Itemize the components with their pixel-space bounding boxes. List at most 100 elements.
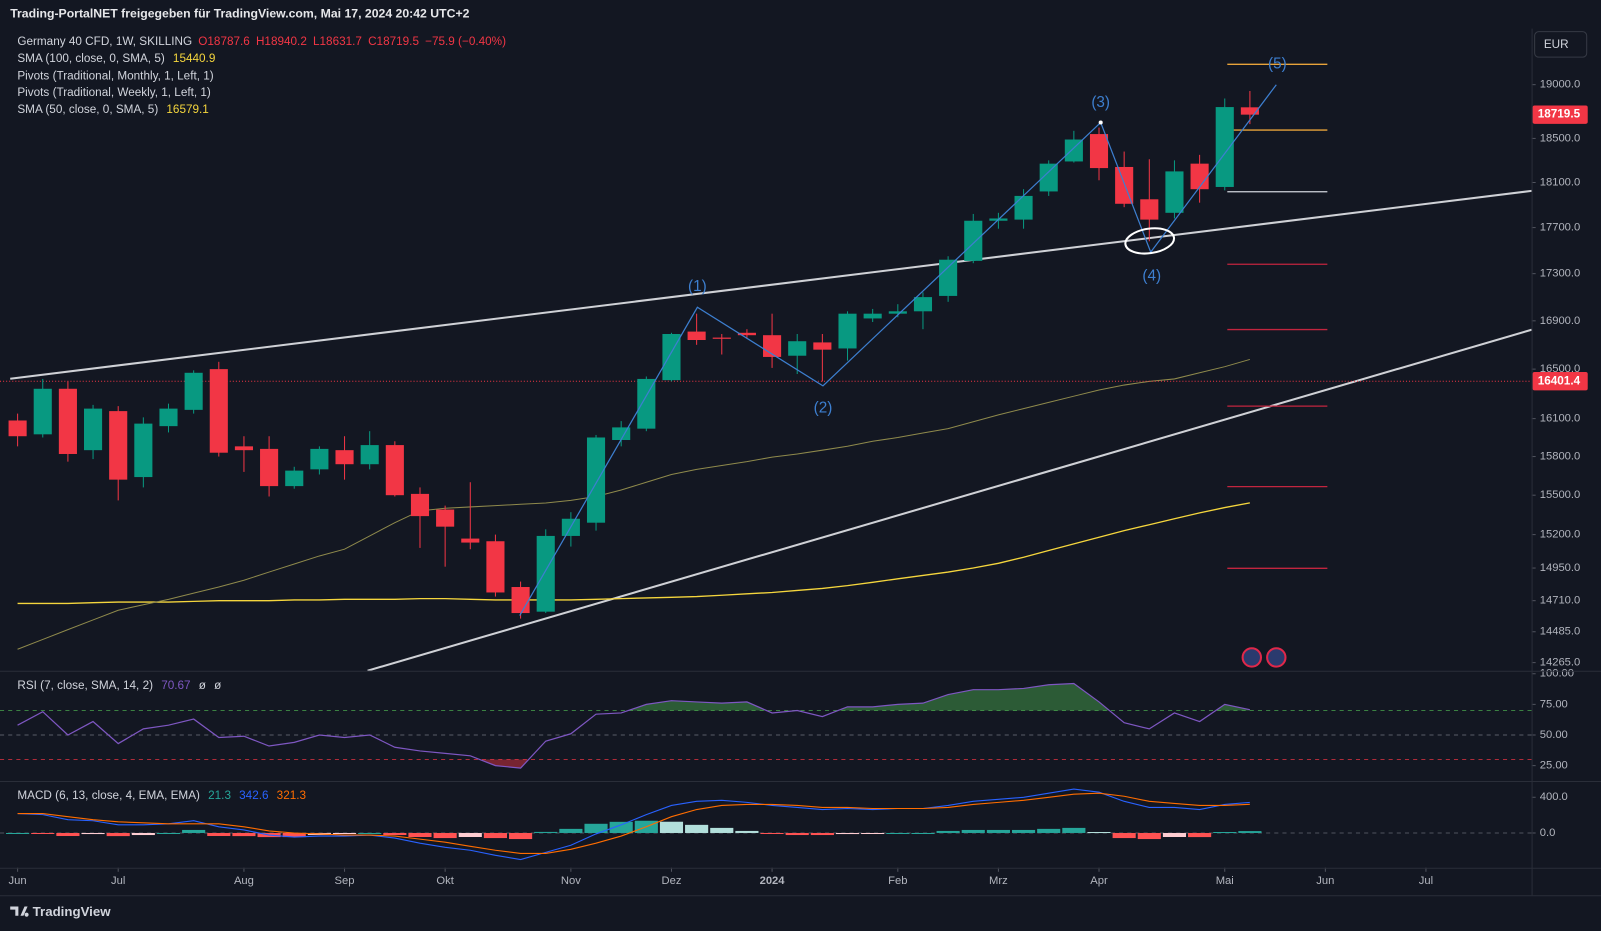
x-tick-label: Feb <box>888 875 907 887</box>
candle-body <box>737 332 756 336</box>
macd-histogram-bar <box>358 832 382 835</box>
candle-body <box>536 535 555 612</box>
indicator-name: RSI (7, close, SMA, 14, 2) <box>17 679 153 692</box>
x-tick-label: Sep <box>335 875 355 887</box>
y-tick-label: 25.00 <box>1540 760 1568 772</box>
trend-line-upper <box>10 189 1532 380</box>
candle-body <box>83 408 103 451</box>
indicator-value: 321.3 <box>277 789 307 802</box>
candle-body <box>335 450 354 465</box>
candle-body <box>1014 195 1033 220</box>
highlight-ellipse <box>1124 227 1176 255</box>
wave-label: (5) <box>1268 55 1287 72</box>
legend-sma100: SMA (100, close, 0, SMA, 5) 15440.9 <box>17 52 215 65</box>
event-icon[interactable] <box>1266 647 1287 668</box>
currency-label: EUR <box>1544 38 1569 51</box>
candle-body <box>310 448 329 470</box>
wave-path <box>519 84 1277 616</box>
macd-histogram-bar <box>584 823 608 833</box>
legend-pivots: Pivots (Traditional, Monthly, 1, Left, 1… <box>17 70 213 83</box>
candle-body <box>385 445 404 496</box>
ohlc-value: H18940.2 <box>256 35 307 48</box>
candle-body <box>1039 163 1058 192</box>
candle-body <box>109 411 128 480</box>
wave-label: (3) <box>1091 94 1110 111</box>
price-label: 16401.4 <box>1538 374 1581 387</box>
candle-body <box>486 541 505 593</box>
macd-histogram-bar <box>332 832 357 835</box>
y-tick-label: 19000.0 <box>1540 79 1581 91</box>
macd-histogram-bar <box>1062 827 1086 833</box>
macd-histogram-bar <box>911 832 935 835</box>
candle-body <box>134 423 153 478</box>
macd-histogram-bar <box>509 832 533 840</box>
macd-histogram-bar <box>1087 832 1111 834</box>
indicator-name: MACD (6, 13, close, 4, EMA, EMA) <box>17 789 200 802</box>
x-tick-label: Dez <box>661 875 681 887</box>
candle-body <box>234 446 253 451</box>
y-tick-label: 0.0 <box>1540 827 1556 839</box>
y-tick-label: 17700.0 <box>1540 222 1581 234</box>
legend-main: Germany 40 CFD, 1W, SKILLING O18787.6 H189… <box>17 35 506 48</box>
x-tick-label: 2024 <box>760 875 786 887</box>
legend-rsi: RSI (7, close, SMA, 14, 2) 70.67 ø ø <box>17 679 221 692</box>
x-tick-label: Jun <box>9 875 27 887</box>
candle-body <box>184 372 203 410</box>
price-label-box <box>1532 105 1588 124</box>
candle-body <box>58 388 77 454</box>
x-tick-label: Okt <box>436 875 454 887</box>
y-tick-label: 14485.0 <box>1540 626 1581 638</box>
macd-histogram-bar <box>559 828 583 833</box>
macd-histogram-bar <box>735 830 759 833</box>
ohlc-value: C18719.5 <box>368 35 419 48</box>
macd-histogram-bar <box>483 832 508 839</box>
candle-body <box>637 378 656 429</box>
x-tick-label: Mai <box>1216 875 1234 887</box>
indicator-name: SMA (50, close, 0, SMA, 5) <box>17 103 158 116</box>
candle-body <box>33 388 52 435</box>
indicator-value: 21.3 <box>208 789 231 802</box>
wave-label: (4) <box>1142 268 1161 285</box>
macd-histogram-bar <box>760 832 784 835</box>
indicator-value: 15440.9 <box>173 52 215 65</box>
y-tick-label: 100.00 <box>1540 668 1574 680</box>
macd-line <box>17 788 1250 861</box>
candle-body <box>209 369 228 453</box>
macd-histogram-bar <box>182 829 206 833</box>
macd-histogram-bar <box>433 832 457 839</box>
y-tick-label: 17300.0 <box>1540 268 1581 280</box>
macd-histogram-bar <box>609 821 633 833</box>
currency-button[interactable] <box>1534 31 1588 58</box>
sma-line <box>17 358 1251 650</box>
x-tick-label: Apr <box>1090 875 1108 887</box>
legend-pivots: Pivots (Traditional, Weekly, 1, Left, 1) <box>17 86 211 99</box>
macd-histogram-bar <box>710 827 734 833</box>
x-tick-label: Jul <box>1419 875 1433 887</box>
event-icon[interactable] <box>1241 647 1263 668</box>
macd-histogram-bar <box>81 832 105 835</box>
macd-histogram-bar <box>207 832 231 837</box>
legend-sma50: SMA (50, close, 0, SMA, 5) 16579.1 <box>17 103 208 116</box>
candle-body <box>939 259 958 296</box>
macd-histogram-bar <box>1162 832 1187 837</box>
macd-histogram-bar <box>861 832 885 835</box>
candle-body <box>260 448 279 487</box>
ohlc-value: L18631.7 <box>313 35 362 48</box>
candle-body <box>360 445 379 465</box>
overlay: (1) (2) (3) (4) (5) <box>519 55 1287 668</box>
macd-histogram-bar <box>156 832 181 835</box>
price-label-box <box>1532 372 1588 391</box>
candle-body <box>1064 139 1083 162</box>
macd-histogram-bar <box>232 832 256 837</box>
macd-histogram-bar <box>534 831 558 833</box>
candle-body <box>285 470 304 487</box>
trend-line-lower <box>367 328 1532 671</box>
y-tick-label: 400.0 <box>1540 791 1568 803</box>
y-tick-label: 15800.0 <box>1540 451 1581 463</box>
macd-histogram-bar <box>1037 828 1061 833</box>
y-tick-label: 14265.0 <box>1540 657 1581 669</box>
x-tick-label: Mrz <box>989 875 1008 887</box>
logo-icon <box>10 906 29 917</box>
candle-body <box>1140 199 1159 220</box>
indicator-name: SMA (100, close, 0, SMA, 5) <box>17 52 164 65</box>
